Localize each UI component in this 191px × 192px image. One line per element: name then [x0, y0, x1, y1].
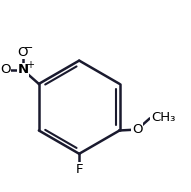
Text: +: +: [26, 60, 34, 70]
Text: N: N: [17, 63, 29, 76]
Text: O: O: [18, 46, 28, 59]
Text: O: O: [0, 63, 11, 76]
Text: CH₃: CH₃: [151, 111, 175, 124]
Text: F: F: [75, 163, 83, 175]
Text: −: −: [24, 43, 34, 53]
Text: O: O: [132, 123, 142, 136]
